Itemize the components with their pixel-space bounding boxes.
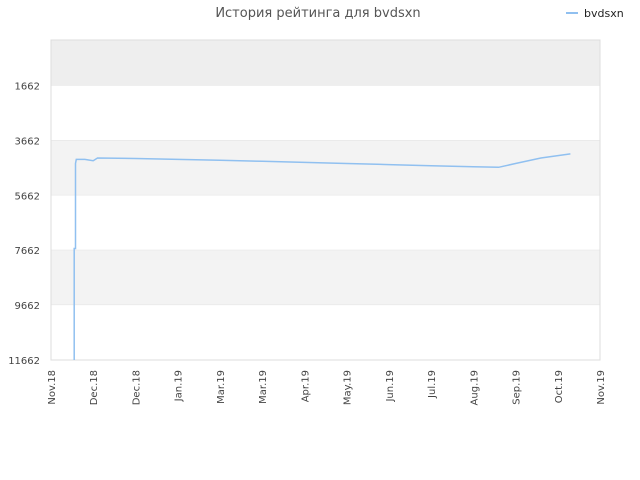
legend-label: bvdsxn (584, 7, 624, 20)
legend: bvdsxn (566, 7, 624, 20)
plot-band (51, 195, 600, 251)
x-axis: Nov.18 Dec.18 Dec.18 Jan.19 Mar.19 Mar.19 Apr.… (47, 370, 607, 405)
x-tick-label: Nov.19 (596, 370, 607, 405)
plot-band (51, 140, 600, 196)
x-tick-label: Sep.19 (512, 370, 523, 405)
plot-band (51, 305, 600, 360)
x-tick-label: Mar.19 (216, 370, 227, 404)
x-tick-label: Dec.18 (89, 370, 100, 405)
x-tick-label: Aug.19 (469, 370, 480, 405)
y-tick-label: 3662 (15, 136, 40, 147)
x-tick-label: Nov.18 (47, 370, 58, 405)
x-tick-label: May.19 (343, 370, 354, 405)
y-tick-label: 5662 (15, 191, 40, 202)
x-tick-label: Jul.19 (427, 370, 438, 399)
y-tick-label: 9662 (15, 301, 40, 312)
x-tick-label: Dec.18 (131, 370, 142, 405)
series-line-bvdsxn (73, 153, 571, 360)
y-tick-label: 1662 (15, 82, 40, 93)
y-tick-label: 11662 (8, 356, 40, 367)
plot-band (51, 85, 600, 141)
chart-title: История рейтинга для bvdsxn (215, 6, 420, 21)
y-axis: 1662 3662 5662 7662 9662 11662 (8, 82, 40, 367)
plot-frame (50, 39, 601, 361)
x-tick-label: Jan.19 (174, 370, 185, 402)
y-tick-label: 7662 (15, 246, 40, 257)
x-tick-label: Oct.19 (554, 370, 565, 403)
plot-bands (51, 40, 600, 361)
plot-band (51, 40, 600, 86)
plot-band (51, 250, 600, 306)
x-tick-label: Mar.19 (258, 370, 269, 404)
x-tick-label: Jun.19 (385, 370, 396, 403)
x-tick-label: Apr.19 (300, 370, 311, 402)
